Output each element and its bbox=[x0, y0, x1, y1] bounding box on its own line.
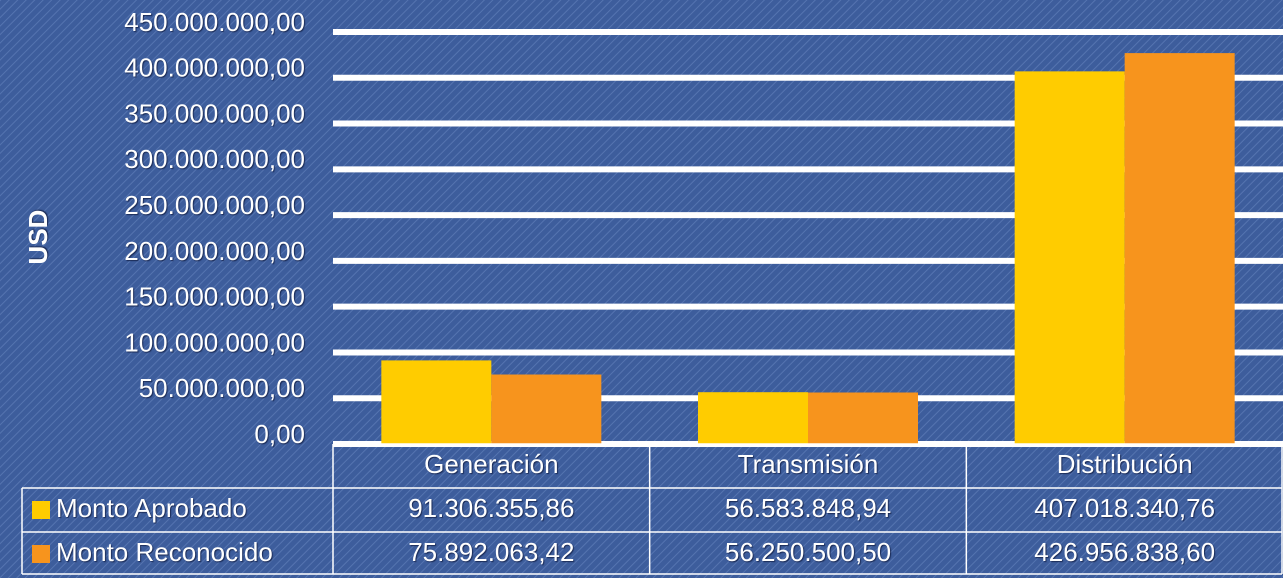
bar bbox=[1124, 53, 1235, 445]
data-label: 91.306.355,86 bbox=[408, 493, 574, 523]
data-label: 75.892.063,42 bbox=[408, 537, 574, 567]
x-tick-label: Generación bbox=[424, 449, 558, 479]
bar bbox=[808, 392, 918, 444]
y-tick-label: 0,00 bbox=[254, 419, 305, 449]
x-tick-label: Distribución bbox=[1057, 449, 1193, 479]
y-tick-label: 400.000.000,00 bbox=[124, 53, 305, 83]
y-tick-label: 250.000.000,00 bbox=[124, 190, 305, 220]
y-tick-label: 200.000.000,00 bbox=[124, 236, 305, 266]
y-tick-label: 350.000.000,00 bbox=[124, 98, 305, 128]
data-label: 407.018.340,76 bbox=[1034, 493, 1215, 523]
data-label: 56.250.500,50 bbox=[725, 537, 891, 567]
bar bbox=[491, 374, 602, 444]
bar bbox=[1014, 71, 1125, 444]
data-label: 426.956.838,60 bbox=[1034, 537, 1215, 567]
y-tick-label: 50.000.000,00 bbox=[139, 373, 305, 403]
bar bbox=[698, 392, 808, 444]
legend-swatch bbox=[32, 501, 50, 519]
y-tick-label: 150.000.000,00 bbox=[124, 282, 305, 312]
x-tick-label: Transmisión bbox=[738, 449, 879, 479]
data-label: 56.583.848,94 bbox=[725, 493, 891, 523]
y-axis-label: USD bbox=[23, 210, 53, 265]
bar bbox=[381, 360, 492, 444]
y-tick-label: 300.000.000,00 bbox=[124, 144, 305, 174]
legend-swatch bbox=[32, 545, 50, 563]
legend-label: Monto Aprobado bbox=[56, 493, 247, 523]
legend-label: Monto Reconocido bbox=[56, 537, 273, 567]
y-tick-label: 100.000.000,00 bbox=[124, 327, 305, 357]
y-tick-label: 450.000.000,00 bbox=[124, 7, 305, 37]
